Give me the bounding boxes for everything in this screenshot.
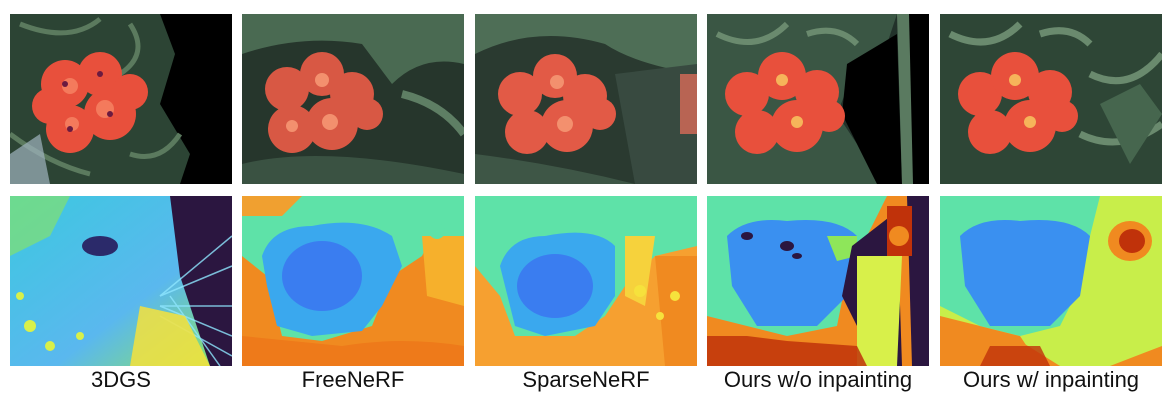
caption-sparsenerf: SparseNeRF: [522, 367, 650, 392]
depth-map-freenerf: [242, 196, 464, 366]
depth-map-3dgs: [10, 196, 232, 366]
rgb-render-ours-with-inpainting: [940, 14, 1162, 184]
depth-map-ours-with-inpainting: [940, 196, 1162, 366]
caption-freenerf: FreeNeRF: [301, 367, 405, 392]
rgb-render-3dgs: [10, 14, 232, 184]
caption-ours-with-inpainting: Ours w/ inpainting: [962, 367, 1140, 392]
rgb-render-freenerf: [242, 14, 464, 184]
depth-map-sparsenerf: [475, 196, 697, 366]
rgb-render-ours-without-inpainting: [707, 14, 929, 184]
caption-ours-without-inpainting: Ours w/o inpainting: [723, 367, 913, 392]
depth-map-ours-without-inpainting: [707, 196, 929, 366]
caption-3dgs: 3DGS: [91, 367, 151, 392]
rgb-render-sparsenerf: [475, 14, 697, 184]
